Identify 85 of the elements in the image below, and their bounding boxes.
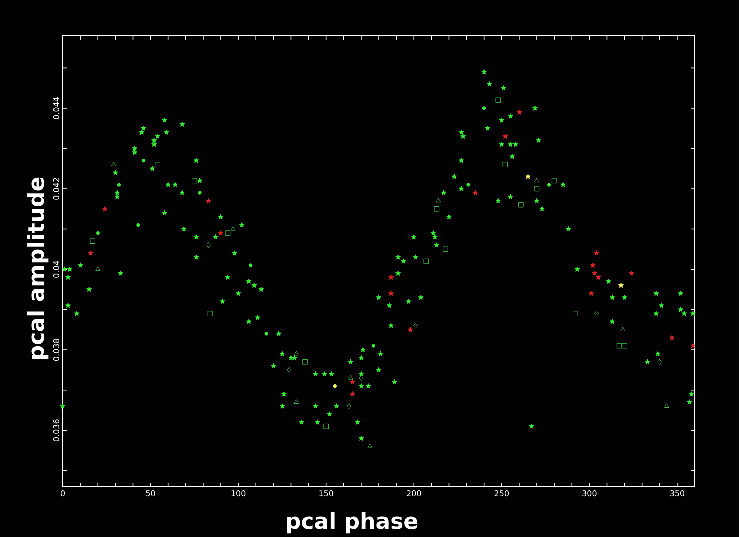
- point: [372, 344, 376, 348]
- point: [622, 343, 628, 349]
- point: [594, 310, 599, 317]
- point: [482, 106, 486, 110]
- point: [596, 274, 602, 280]
- point: [592, 270, 598, 276]
- point: [206, 198, 212, 204]
- point: [350, 379, 356, 385]
- point: [346, 404, 352, 410]
- x-tick-label: 0: [60, 490, 66, 497]
- y-tick-label: 0.044: [53, 97, 60, 120]
- point: [572, 311, 578, 316]
- point: [414, 323, 418, 329]
- point: [208, 311, 214, 316]
- point: [388, 274, 394, 280]
- point: [294, 400, 299, 404]
- point: [618, 282, 624, 288]
- point: [388, 290, 394, 296]
- point: [588, 290, 594, 296]
- y-tick-label: 0.038: [53, 339, 60, 361]
- point: [620, 327, 626, 332]
- point: [359, 375, 364, 382]
- point: [594, 250, 600, 256]
- x-tick-label: 300: [582, 490, 597, 497]
- point: [102, 206, 108, 212]
- point: [225, 230, 231, 236]
- point: [424, 258, 430, 264]
- point: [142, 158, 146, 163]
- point: [192, 178, 198, 184]
- y-tick-label: 0.04: [53, 261, 60, 278]
- x-tick-label: 150: [320, 490, 334, 497]
- point: [117, 183, 122, 187]
- point: [408, 327, 414, 332]
- point: [629, 270, 635, 276]
- point: [302, 360, 308, 365]
- x-tick-label: 350: [670, 490, 685, 497]
- point: [264, 332, 268, 336]
- point: [472, 190, 478, 196]
- point: [287, 367, 292, 374]
- point: [669, 335, 675, 340]
- x-axis-title: pcal phase: [287, 512, 418, 534]
- point: [96, 266, 101, 272]
- point: [249, 264, 253, 268]
- point: [466, 183, 470, 187]
- x-tick-label: 100: [232, 490, 246, 497]
- point: [534, 186, 540, 192]
- point: [518, 202, 524, 208]
- point: [658, 359, 662, 366]
- point: [90, 238, 96, 244]
- point: [333, 384, 337, 388]
- point: [436, 198, 442, 203]
- point: [111, 162, 116, 166]
- point: [502, 162, 508, 168]
- y-tick-label: 0.036: [53, 420, 60, 442]
- point: [368, 444, 373, 448]
- point: [348, 375, 354, 380]
- x-tick-label: 250: [494, 490, 509, 497]
- point: [690, 343, 696, 348]
- y-axis-title: pcal amplitude: [27, 178, 49, 360]
- point: [155, 162, 160, 168]
- x-tick-label: 50: [146, 490, 156, 497]
- point: [218, 230, 224, 236]
- point: [324, 424, 329, 430]
- point: [294, 351, 299, 356]
- point: [616, 343, 622, 349]
- point: [206, 242, 211, 248]
- point: [198, 191, 202, 195]
- point: [534, 178, 540, 182]
- point: [434, 206, 440, 212]
- y-tick-label: 0.042: [53, 178, 60, 200]
- point: [443, 246, 448, 252]
- point: [496, 98, 502, 104]
- point: [664, 404, 670, 408]
- point: [230, 226, 236, 231]
- x-tick-label: 200: [407, 490, 422, 497]
- point: [552, 178, 558, 184]
- point: [96, 231, 100, 236]
- point: [88, 250, 94, 256]
- point: [547, 183, 552, 187]
- point: [590, 262, 596, 268]
- point: [136, 223, 140, 228]
- point: [526, 174, 531, 180]
- point: [502, 134, 508, 140]
- point: [516, 110, 522, 115]
- point: [350, 392, 356, 397]
